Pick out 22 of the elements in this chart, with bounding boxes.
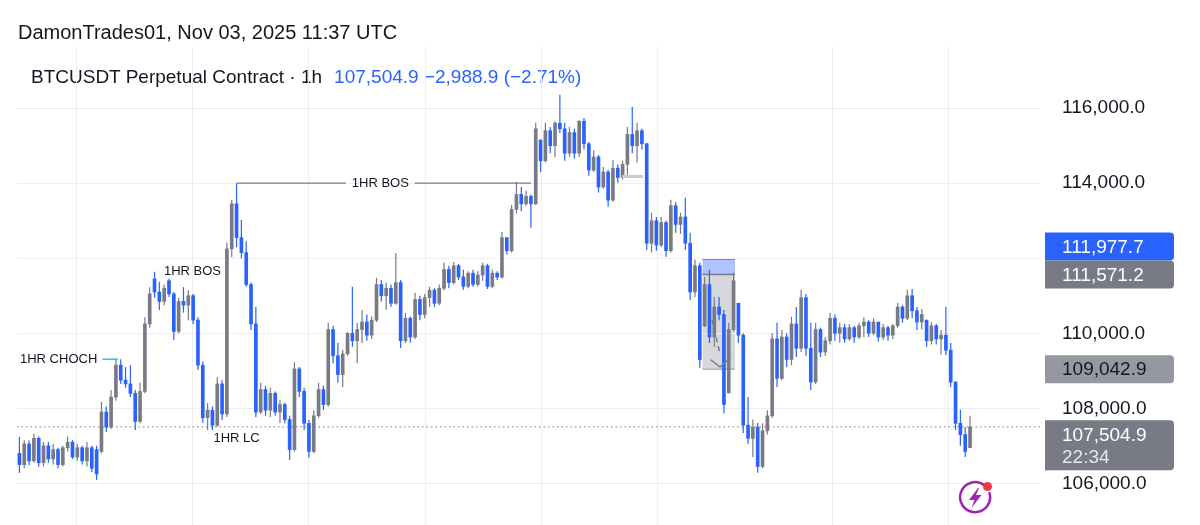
- y-tick-label: 114,000.0: [1062, 171, 1146, 193]
- y-tick-label: 108,000.0: [1062, 396, 1147, 418]
- candlestick: [944, 306, 948, 356]
- text: 22:34: [1062, 445, 1110, 467]
- annotation: 1HR BOS: [163, 262, 222, 278]
- y-tick-label: 110,000.0: [1062, 321, 1146, 343]
- text: 111,977.7: [1062, 235, 1144, 257]
- text: BTCUSDT Perpetual Contract · 1h: [31, 66, 323, 87]
- text: 111,571.2: [1062, 263, 1144, 285]
- ref-line-label: 1HR CHOCH: [20, 350, 98, 366]
- candlestick: [635, 122, 639, 163]
- y-tick-label: 106,000.0: [1062, 471, 1147, 493]
- ref-line-label: 107,504.9: [1062, 423, 1147, 445]
- y-tick-label: 116,000.0: [1062, 96, 1146, 118]
- candlestick: [278, 400, 282, 423]
- text: 109,042.9: [1062, 358, 1147, 380]
- annotation: 1HR LC: [213, 430, 260, 446]
- candlestick: [529, 194, 533, 228]
- text: DamonTrades01, Nov 03, 2025 11:37 UTC: [18, 20, 398, 44]
- ref-line-label: 1HR BOS: [351, 174, 410, 190]
- candlestick: [939, 329, 943, 355]
- text: 107,504.9 −2,988.9 (−2.71%): [334, 66, 582, 87]
